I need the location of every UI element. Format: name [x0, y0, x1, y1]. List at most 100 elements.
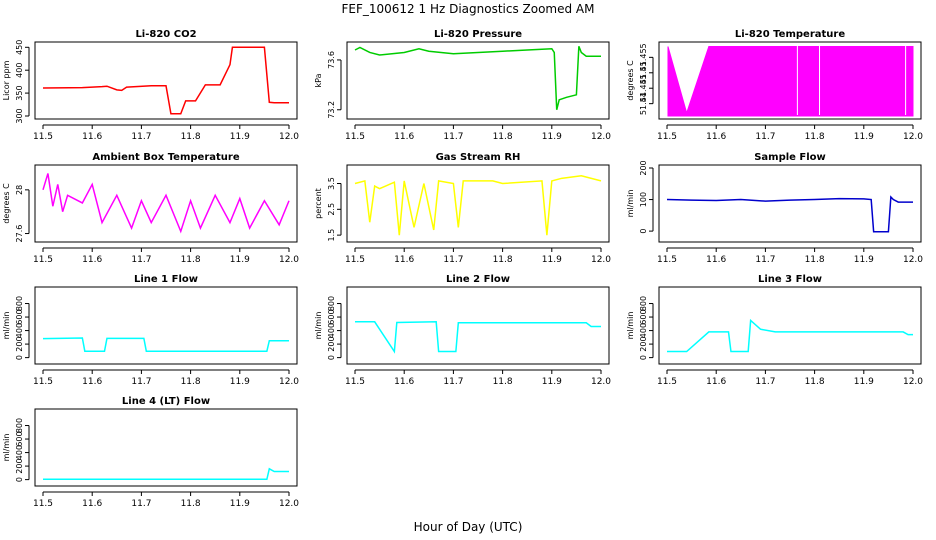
x-tick-label: 11.7: [443, 377, 463, 387]
panel-frame: [34, 286, 298, 365]
panel-frame: [34, 164, 298, 243]
series-line: [42, 46, 289, 115]
panel-frame: [34, 408, 298, 487]
figure-title: FEF_100612 1 Hz Diagnostics Zoomed AM: [341, 2, 594, 16]
x-tick-label: 11.6: [394, 132, 414, 142]
panel-ylabel: ml/min: [626, 190, 635, 218]
panel-title: Ambient Box Temperature: [92, 152, 239, 163]
y-tick-label: 73.6: [327, 51, 336, 69]
y-tick-label: 73.2: [327, 101, 336, 119]
x-tick-label: 11.6: [394, 377, 414, 387]
x-tick-label: 11.5: [345, 132, 365, 142]
panel-title: Line 1 Flow: [134, 274, 198, 285]
y-tick-label: 0: [639, 229, 648, 234]
y-tick-label: 450: [15, 40, 24, 55]
x-tick-label: 12.0: [903, 132, 923, 142]
x-tick-label: 12.0: [279, 255, 299, 265]
y-tick-label: 600: [327, 309, 336, 324]
y-tick-label: 400: [15, 63, 24, 78]
panel-title: Line 3 Flow: [758, 274, 822, 285]
y-tick-label: 0: [327, 355, 336, 360]
x-tick-label: 11.8: [805, 377, 825, 387]
series-line: [354, 45, 601, 110]
panel-ylabel: degrees C: [2, 183, 11, 224]
y-tick-label: 51.45: [639, 61, 648, 84]
panel-title: Line 2 Flow: [446, 274, 510, 285]
x-tick-label: 12.0: [591, 377, 611, 387]
panel-frame: [658, 41, 922, 120]
x-tick-label: 12.0: [279, 132, 299, 142]
x-tick-label: 11.5: [657, 255, 677, 265]
x-tick-label: 12.0: [903, 255, 923, 265]
x-tick-label: 11.6: [706, 132, 726, 142]
panel-frame: [34, 41, 298, 120]
series-line: [43, 467, 289, 481]
y-tick-label: 800: [639, 296, 648, 311]
y-tick-label: 3.5: [327, 177, 336, 190]
x-tick-label: 12.0: [591, 255, 611, 265]
x-tick-label: 11.8: [181, 499, 201, 509]
panel-ylabel: kPa: [314, 73, 323, 87]
x-tick-label: 12.0: [279, 499, 299, 509]
y-tick-label: 800: [327, 296, 336, 311]
x-tick-label: 11.6: [394, 255, 414, 265]
y-tick-label: 27.6: [15, 225, 24, 243]
y-tick-label: 51.445: [639, 74, 648, 102]
panel-ylabel: ml/min: [626, 312, 635, 340]
x-tick-label: 11.8: [181, 255, 201, 265]
x-tick-label: 11.9: [230, 499, 250, 509]
x-tick-label: 11.5: [657, 377, 677, 387]
series-area: [667, 46, 914, 117]
panel-1: Li-820 CO2 Licor ppm 11.5 11.6 11.7 11.8 11.9 1…: [2, 29, 299, 142]
x-tick-label: 11.9: [230, 132, 250, 142]
y-tick-label: 600: [15, 309, 24, 324]
x-tick-label: 11.9: [854, 377, 874, 387]
series-line: [354, 174, 602, 236]
x-tick-label: 11.5: [33, 499, 53, 509]
panel-title: Li-820 CO2: [135, 29, 196, 40]
panel-8: Line 2 Flow ml/min 11.5 11.6 11.7 11.8 11.9 12.…: [314, 274, 611, 387]
x-tick-label: 12.0: [591, 132, 611, 142]
y-tick-label: 0: [15, 355, 24, 360]
series-line: [666, 195, 913, 233]
x-tick-label: 11.7: [131, 132, 151, 142]
panel-frame: [346, 164, 610, 243]
x-tick-label: 11.8: [493, 377, 513, 387]
y-tick-label: 400: [15, 323, 24, 338]
x-tick-label: 11.5: [345, 377, 365, 387]
series-line: [42, 173, 290, 234]
panel-ylabel: percent: [314, 188, 323, 219]
x-tick-label: 11.6: [82, 377, 102, 387]
panel-frame: [658, 286, 922, 365]
panel-2: Li-820 Pressure kPa 11.5 11.6 11.7 11.8 11.9 12…: [314, 29, 611, 142]
y-tick-label: 600: [639, 309, 648, 324]
panel-9: Line 3 Flow ml/min 11.5 11.6 11.7 11.8 11.9 12.…: [626, 274, 923, 387]
panel-frame: [346, 286, 610, 365]
panel-3: Li-820 Temperature degrees C 11.5 11.6 11.7 1…: [626, 29, 923, 142]
y-tick-label: 200: [15, 336, 24, 351]
x-tick-label: 11.9: [854, 132, 874, 142]
panel-ylabel: ml/min: [314, 312, 323, 340]
x-tick-label: 11.7: [443, 132, 463, 142]
panel-title: Gas Stream RH: [436, 152, 521, 163]
panel-title: Li-820 Temperature: [735, 29, 845, 40]
y-tick-label: 1.5: [327, 229, 336, 242]
y-tick-label: 0: [639, 355, 648, 360]
panel-title: Sample Flow: [754, 152, 826, 163]
x-tick-label: 11.7: [131, 255, 151, 265]
x-tick-label: 11.9: [542, 132, 562, 142]
panel-frame: [346, 41, 610, 120]
y-tick-label: 400: [15, 445, 24, 460]
y-tick-label: 350: [15, 85, 24, 100]
x-tick-label: 11.6: [82, 499, 102, 509]
x-tick-label: 11.9: [542, 255, 562, 265]
x-tick-label: 11.7: [755, 132, 775, 142]
x-tick-label: 11.8: [493, 255, 513, 265]
x-tick-label: 11.5: [345, 255, 365, 265]
x-tick-label: 11.5: [657, 132, 677, 142]
x-tick-label: 11.7: [131, 377, 151, 387]
y-tick-label: 2.5: [327, 203, 336, 216]
y-tick-label: 28: [15, 185, 24, 195]
x-tick-label: 12.0: [903, 377, 923, 387]
